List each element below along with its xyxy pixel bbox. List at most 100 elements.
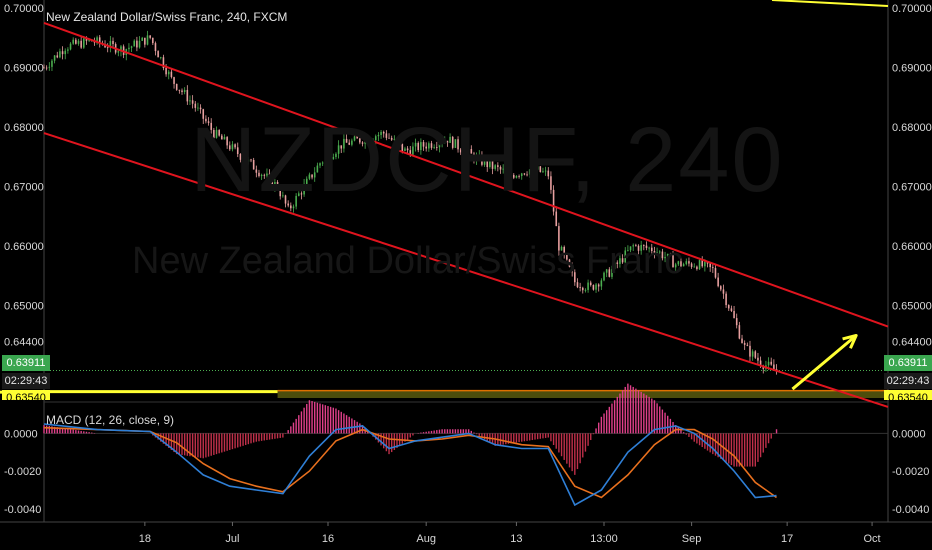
candle-body <box>459 149 462 153</box>
candle-body <box>210 122 213 130</box>
candle-body <box>581 287 584 291</box>
candle-body <box>751 351 754 357</box>
candle-body <box>244 160 247 162</box>
candle-body <box>719 286 722 290</box>
candle-body <box>234 144 236 148</box>
candle-body <box>345 138 348 143</box>
price-tick-label-left: 0.70000 <box>4 3 44 15</box>
candle-body <box>592 285 595 290</box>
candle-body <box>401 143 404 151</box>
candle-body <box>674 264 677 268</box>
candle-body <box>759 360 762 367</box>
time-tick-label: 13 <box>510 533 522 545</box>
candle-body <box>512 175 515 178</box>
candle-body <box>181 90 183 93</box>
candle-body <box>465 151 467 155</box>
candle-body <box>489 160 491 167</box>
candle-body <box>412 146 414 155</box>
price-tick-label-right: 0.69000 <box>892 63 932 75</box>
candle-body <box>133 40 136 47</box>
candle-body <box>443 140 446 144</box>
candle-body <box>175 83 178 90</box>
candle-body <box>584 289 587 291</box>
countdown-tag-right: 02:29:43 <box>884 373 932 389</box>
candle-body <box>738 325 741 339</box>
candle-body <box>608 269 611 277</box>
candle-body <box>579 287 581 289</box>
candle-body <box>669 253 672 256</box>
candle-body <box>189 100 191 102</box>
candle-body <box>773 364 775 370</box>
time-tick-label: 16 <box>322 533 334 545</box>
candle-body <box>717 277 719 287</box>
candle-body <box>483 159 486 165</box>
candle-body <box>218 130 220 136</box>
candle-body <box>130 46 133 48</box>
candle-body <box>159 57 162 59</box>
candle-body <box>616 262 619 264</box>
time-tick-label: Sep <box>682 533 702 545</box>
candle-body <box>167 71 170 75</box>
candle-body <box>242 159 244 161</box>
candle-body <box>348 142 351 145</box>
candle-body <box>305 178 308 184</box>
price-tick-label-right: 0.66000 <box>892 241 932 253</box>
candle-body <box>767 361 770 366</box>
macd-layer <box>43 383 888 507</box>
candle-body <box>385 133 388 138</box>
candle-body <box>589 282 592 286</box>
time-tick-label: Oct <box>864 533 881 545</box>
candle-body <box>186 89 189 102</box>
candle-body <box>83 38 85 48</box>
candle-body <box>505 168 507 171</box>
candle-body <box>430 143 433 148</box>
candle-body <box>446 140 449 143</box>
candle-body <box>359 138 361 143</box>
candle-body <box>152 37 154 44</box>
candle-body <box>560 246 563 251</box>
candle-body <box>128 47 130 50</box>
candle-body <box>600 280 603 287</box>
candle-body <box>263 174 266 176</box>
candle-body <box>120 46 122 52</box>
candle-body <box>558 226 560 251</box>
candle-body <box>680 261 682 267</box>
candle-body <box>414 142 417 147</box>
candle-body <box>542 171 544 173</box>
candle-body <box>666 253 669 257</box>
candle-body <box>361 142 364 144</box>
time-tick-label: 13:00 <box>590 533 618 545</box>
time-tick-label: 18 <box>139 533 151 545</box>
candle-body <box>364 137 366 144</box>
candle-body <box>539 166 542 172</box>
time-tick-label: Jul <box>225 533 239 545</box>
projection-arrow-head <box>842 333 858 349</box>
candle-body <box>274 181 276 187</box>
candle-body <box>398 141 401 144</box>
candle-body <box>53 55 56 61</box>
candle-body <box>725 293 727 306</box>
price-tick-label-left: 0.65000 <box>4 301 44 313</box>
support-tag-right: 0.63540 <box>884 390 932 400</box>
chart-title: New Zealand Dollar/Swiss Franc, 240, FXC… <box>46 10 288 24</box>
candle-body <box>98 37 101 44</box>
candle-body <box>51 60 53 67</box>
candle-body <box>640 245 642 251</box>
candle-body <box>154 43 157 52</box>
candle-body <box>205 118 207 122</box>
candle-body <box>329 154 332 160</box>
candle-body <box>712 267 714 269</box>
price-tick-label-right: 0.68000 <box>892 122 932 134</box>
grid-layer <box>0 0 932 523</box>
candle-body <box>550 176 552 190</box>
candle-body <box>221 135 223 140</box>
candle-body <box>356 136 358 139</box>
candle-body <box>462 152 465 155</box>
candle-body <box>191 100 194 104</box>
candle-body <box>433 147 435 148</box>
candle-body <box>704 261 706 267</box>
channel-upper-line <box>43 21 889 328</box>
candle-body <box>563 246 565 256</box>
candle-body <box>467 149 470 152</box>
